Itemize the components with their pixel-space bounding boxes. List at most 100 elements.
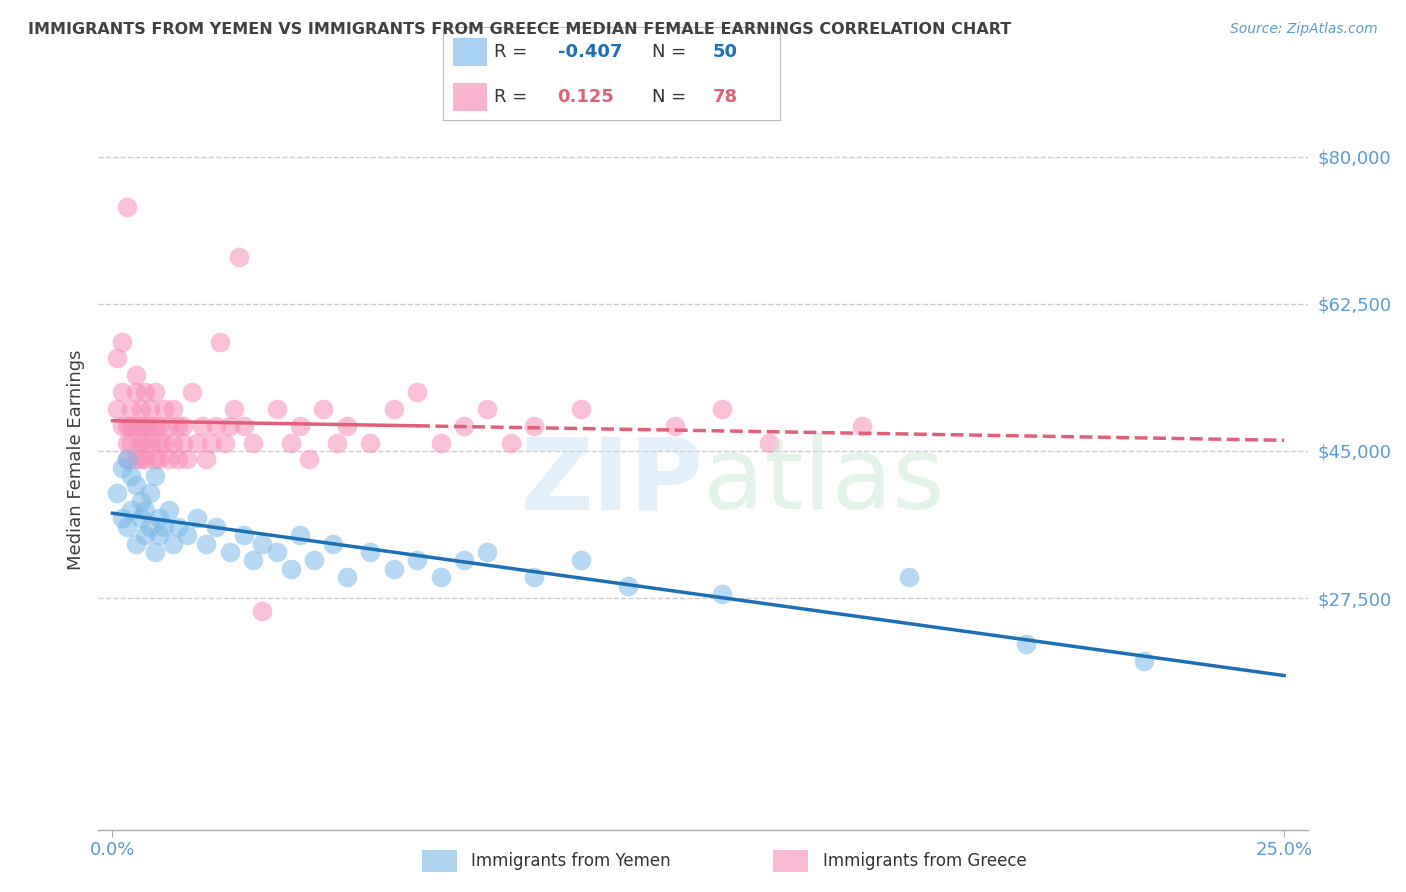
- Point: [134, 452, 156, 467]
- Point: [280, 562, 302, 576]
- Text: R =: R =: [494, 88, 538, 106]
- Point: [710, 587, 733, 601]
- Point: [326, 435, 349, 450]
- Point: [382, 562, 405, 576]
- Point: [523, 570, 546, 584]
- Point: [429, 435, 451, 450]
- Point: [115, 452, 138, 467]
- Point: [125, 452, 148, 467]
- Point: [336, 570, 359, 584]
- Text: ZIP: ZIP: [520, 434, 703, 530]
- Text: Source: ZipAtlas.com: Source: ZipAtlas.com: [1230, 22, 1378, 37]
- Point: [218, 418, 240, 433]
- Point: [190, 418, 212, 433]
- Text: 50: 50: [713, 43, 738, 61]
- Point: [359, 545, 381, 559]
- Point: [382, 401, 405, 416]
- Text: Immigrants from Yemen: Immigrants from Yemen: [471, 852, 671, 871]
- Point: [111, 334, 134, 349]
- Point: [664, 418, 686, 433]
- Point: [143, 385, 166, 400]
- Point: [204, 519, 226, 533]
- Point: [302, 553, 325, 567]
- Point: [129, 494, 152, 508]
- Point: [232, 418, 254, 433]
- Bar: [453, 38, 486, 66]
- Point: [120, 469, 142, 483]
- Point: [228, 251, 250, 265]
- Point: [115, 435, 138, 450]
- Point: [232, 528, 254, 542]
- Point: [148, 528, 170, 542]
- Point: [252, 604, 274, 618]
- Point: [181, 385, 204, 400]
- Point: [209, 334, 232, 349]
- Point: [167, 519, 190, 533]
- Point: [111, 511, 134, 525]
- Point: [312, 401, 335, 416]
- Point: [143, 452, 166, 467]
- Point: [429, 570, 451, 584]
- Point: [129, 401, 152, 416]
- Point: [134, 503, 156, 517]
- Point: [120, 435, 142, 450]
- Point: [288, 418, 311, 433]
- Point: [153, 401, 176, 416]
- Point: [195, 452, 218, 467]
- Point: [162, 435, 184, 450]
- Point: [111, 385, 134, 400]
- Point: [139, 519, 162, 533]
- Point: [148, 452, 170, 467]
- Point: [148, 435, 170, 450]
- Point: [172, 418, 194, 433]
- Point: [477, 401, 499, 416]
- Point: [200, 435, 222, 450]
- Point: [162, 401, 184, 416]
- Point: [167, 452, 190, 467]
- Point: [115, 452, 138, 467]
- Point: [153, 435, 176, 450]
- Point: [129, 452, 152, 467]
- Point: [157, 418, 180, 433]
- Point: [453, 553, 475, 567]
- Point: [125, 368, 148, 383]
- Point: [134, 528, 156, 542]
- Point: [157, 452, 180, 467]
- Point: [172, 435, 194, 450]
- Text: -0.407: -0.407: [558, 43, 621, 61]
- Point: [167, 418, 190, 433]
- Point: [148, 418, 170, 433]
- Point: [499, 435, 522, 450]
- Point: [898, 570, 921, 584]
- Point: [120, 503, 142, 517]
- Point: [186, 435, 208, 450]
- Point: [148, 511, 170, 525]
- Text: R =: R =: [494, 43, 533, 61]
- Point: [288, 528, 311, 542]
- Point: [266, 545, 288, 559]
- Point: [406, 553, 429, 567]
- Text: Immigrants from Greece: Immigrants from Greece: [823, 852, 1026, 871]
- Point: [143, 418, 166, 433]
- Text: N =: N =: [652, 43, 692, 61]
- Point: [758, 435, 780, 450]
- Point: [105, 351, 128, 366]
- Point: [214, 435, 236, 450]
- Point: [120, 418, 142, 433]
- Point: [1015, 637, 1038, 651]
- Text: 0.125: 0.125: [558, 88, 614, 106]
- Point: [851, 418, 873, 433]
- Point: [406, 385, 429, 400]
- Point: [252, 536, 274, 550]
- Point: [134, 418, 156, 433]
- Point: [242, 553, 264, 567]
- Point: [153, 519, 176, 533]
- Point: [224, 401, 246, 416]
- Point: [120, 401, 142, 416]
- Point: [617, 578, 640, 592]
- Point: [242, 435, 264, 450]
- Point: [115, 418, 138, 433]
- Point: [134, 385, 156, 400]
- Point: [134, 435, 156, 450]
- Text: N =: N =: [652, 88, 692, 106]
